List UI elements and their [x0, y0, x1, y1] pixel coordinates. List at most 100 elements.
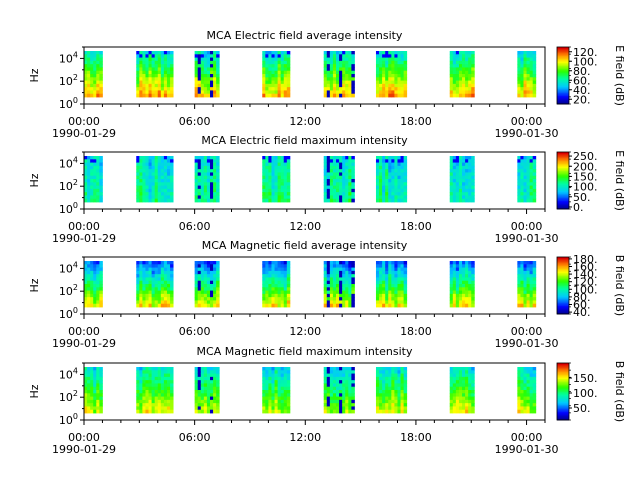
heatmap-cell [449, 280, 454, 285]
heatmap-cell [268, 70, 272, 75]
heatmap-cell [348, 80, 352, 85]
heatmap-cell [93, 185, 97, 190]
heatmap-cell [348, 51, 352, 55]
heatmap-cell [379, 175, 383, 180]
heatmap-cell [332, 188, 337, 193]
heatmap-cell [471, 300, 475, 305]
x-date-label: 1990-01-29 [52, 127, 116, 140]
heatmap-cell [151, 64, 156, 68]
colorbar-step [557, 56, 569, 59]
heatmap-cell [151, 380, 156, 384]
heatmap-cell [197, 367, 202, 371]
heatmap-cell [166, 64, 171, 68]
heatmap-cell [345, 77, 349, 81]
heatmap-cell [403, 393, 408, 397]
heatmap-cell [323, 64, 328, 68]
heatmap-cell [99, 188, 103, 193]
heatmap-cell [452, 162, 457, 167]
colorbar-step [557, 200, 569, 203]
heatmap-cell [206, 284, 211, 288]
heatmap-cell [277, 156, 282, 160]
heatmap-cell [385, 93, 389, 98]
heatmap-cell [385, 169, 389, 173]
heatmap-cell [90, 297, 94, 301]
heatmap-cell [379, 373, 383, 378]
heatmap-cell [151, 90, 156, 95]
heatmap-cell [400, 159, 405, 163]
heatmap-cell [351, 399, 355, 404]
colorbar-tick-label: 50. [573, 191, 591, 204]
heatmap-cell [394, 386, 398, 391]
heatmap-cell [274, 287, 279, 291]
heatmap-cell [523, 83, 527, 88]
heatmap-cell [391, 373, 395, 378]
heatmap-cell [326, 175, 331, 180]
colorbar-step [557, 169, 569, 172]
heatmap-cell [213, 261, 217, 265]
colorbar-step [557, 278, 569, 281]
heatmap-cell [520, 64, 524, 68]
heatmap-cell [170, 390, 174, 394]
heatmap-cell [529, 182, 534, 186]
y-tick-label: 102 [59, 73, 78, 88]
heatmap-cell [394, 51, 398, 55]
heatmap-cell [397, 293, 401, 298]
heatmap-cell [142, 64, 146, 68]
heatmap-cell [194, 51, 199, 55]
heatmap-cell [151, 261, 156, 265]
heatmap-cell [160, 172, 165, 177]
heatmap-cell [329, 188, 334, 193]
heatmap-cell [351, 396, 355, 401]
heatmap-cell [375, 297, 380, 301]
heatmap-cell [342, 264, 346, 268]
heatmap-cell [151, 393, 156, 397]
heatmap-cell [200, 51, 205, 55]
heatmap-cell [336, 198, 340, 203]
heatmap-cell [345, 188, 349, 193]
heatmap-cell [462, 77, 466, 81]
heatmap-cell [163, 390, 168, 394]
heatmap-cell [388, 87, 392, 91]
heatmap-cell [197, 287, 202, 291]
heatmap-cell [271, 80, 275, 85]
heatmap-cell [345, 376, 349, 381]
heatmap-cell [157, 74, 162, 78]
heatmap-cell [170, 290, 174, 295]
heatmap-cell [326, 300, 331, 305]
heatmap-cell [339, 303, 343, 308]
heatmap-cell [268, 264, 272, 268]
heatmap-cell [523, 303, 527, 308]
heatmap-cell [163, 182, 168, 186]
heatmap-cell [157, 386, 162, 391]
heatmap-cell [213, 409, 217, 414]
heatmap-cell [93, 409, 97, 414]
heatmap-cell [323, 274, 328, 278]
heatmap-cell [96, 87, 100, 91]
heatmap-cell [329, 159, 334, 163]
heatmap-cell [206, 162, 211, 167]
heatmap-cell [532, 284, 537, 288]
heatmap-cell [200, 198, 205, 203]
heatmap-cell [145, 399, 149, 404]
heatmap-cell [458, 297, 463, 301]
heatmap-cell [458, 70, 463, 75]
heatmap-cell [268, 57, 272, 62]
heatmap-cell [462, 303, 466, 308]
heatmap-cell [323, 172, 328, 177]
heatmap-cell [529, 386, 534, 391]
heatmap-cell [375, 373, 380, 378]
heatmap-cell [329, 287, 334, 291]
heatmap-cell [326, 280, 331, 285]
heatmap-cell [342, 261, 346, 265]
heatmap-cell [274, 70, 279, 75]
heatmap-cell [148, 290, 153, 295]
heatmap-cell [326, 267, 331, 272]
heatmap-cell [283, 390, 288, 394]
heatmap-cell [471, 406, 475, 411]
heatmap-cell [323, 169, 328, 173]
heatmap-cell [194, 162, 199, 167]
heatmap-cell [286, 399, 291, 404]
heatmap-cell [277, 93, 282, 98]
heatmap-cell [274, 303, 279, 308]
y-tick-label: 104 [59, 50, 78, 65]
